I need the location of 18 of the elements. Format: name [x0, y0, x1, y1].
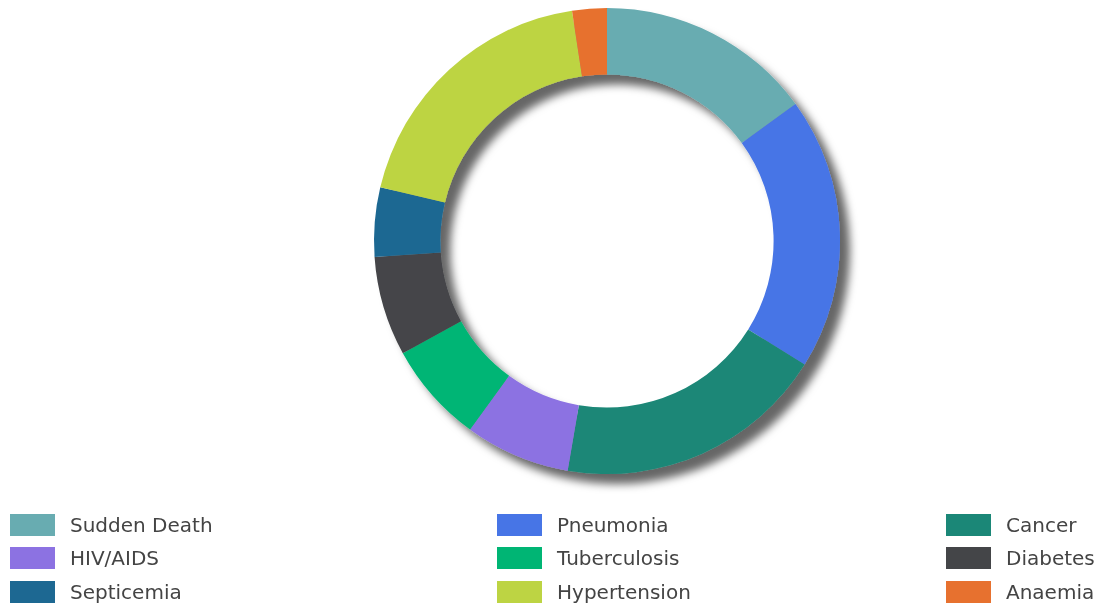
legend-label: Tuberculosis	[556, 546, 680, 570]
legend-label: HIV/AIDS	[70, 546, 160, 570]
legend-label: Diabetes	[1006, 546, 1095, 570]
donut-slice	[607, 8, 796, 144]
legend-label: Anaemia	[1006, 580, 1095, 604]
legend-label: Cancer	[1006, 513, 1078, 537]
donut-slice	[402, 321, 510, 430]
legend-label: Sudden Death	[70, 513, 213, 537]
donut-slice	[470, 375, 579, 471]
donut-slice	[380, 10, 582, 203]
donut-slice	[572, 8, 607, 77]
donut-slice	[567, 329, 805, 474]
donut-slice	[741, 104, 840, 365]
legend-label: Pneumonia	[557, 513, 669, 537]
legend-label: Septicemia	[70, 580, 182, 604]
donut-slice	[374, 187, 445, 258]
legend-label: Hypertension	[557, 580, 691, 604]
donut-slice	[374, 252, 462, 354]
